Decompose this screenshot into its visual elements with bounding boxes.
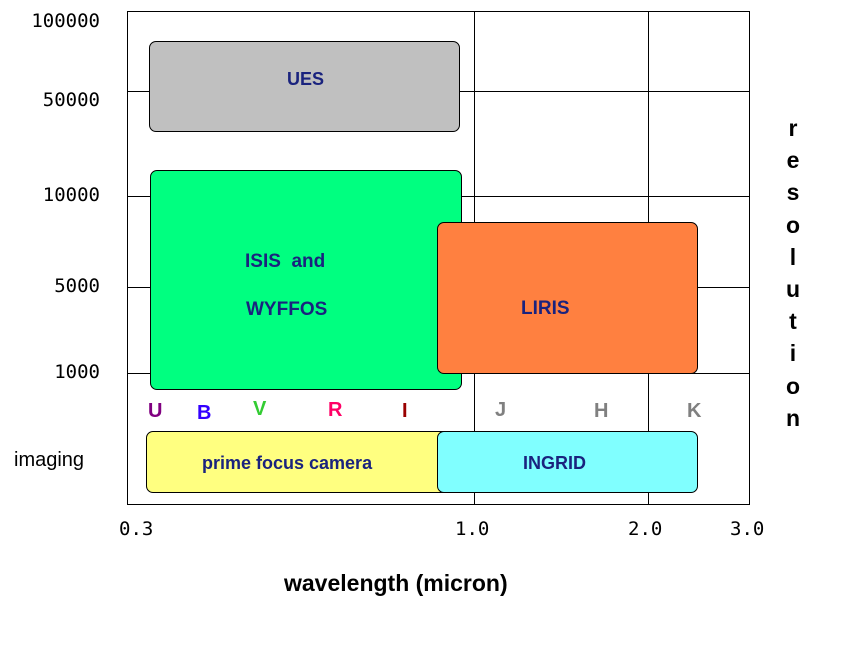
y-axis-title-letter: o: [785, 372, 801, 399]
y-tick-50000: 50000: [42, 89, 100, 111]
x-tick-1-0: 1.0: [455, 518, 490, 540]
band-b: B: [197, 402, 212, 424]
y-tick-100000: 100000: [31, 10, 100, 32]
isis-label: ISIS and: [245, 251, 326, 272]
ingrid-box: [437, 431, 698, 493]
liris-label: LIRIS: [521, 298, 570, 319]
band-v: V: [253, 398, 267, 420]
imaging-label: imaging: [14, 449, 85, 471]
y-tick-10000: 10000: [42, 184, 100, 206]
prime-focus-camera-box: [146, 431, 461, 493]
y-axis-title-letter: t: [789, 308, 797, 335]
plot-area: [127, 11, 750, 505]
band-i: I: [402, 400, 408, 422]
y-axis-title-letter: n: [785, 404, 801, 431]
isis-wyffos-box: [150, 170, 462, 390]
prime-focus-camera-label: prime focus camera: [202, 453, 373, 473]
band-j: J: [495, 399, 507, 421]
x-axis-title: wavelength (micron): [284, 570, 508, 596]
y-axis-title-letter: o: [785, 211, 801, 238]
y-axis-title-letter: i: [789, 340, 797, 367]
ingrid-label: INGRID: [523, 453, 586, 473]
band-h: H: [594, 400, 609, 422]
x-tick-3-0: 3.0: [730, 518, 765, 540]
x-tick-0-3: 0.3: [119, 518, 154, 540]
band-r: R: [328, 399, 343, 421]
band-u: U: [148, 400, 163, 422]
ues-label: UES: [287, 69, 325, 89]
y-axis-title-letter: e: [786, 147, 800, 174]
y-axis-title-letter: u: [785, 276, 801, 303]
y-axis-title-letter: l: [789, 243, 797, 270]
band-k: K: [687, 400, 702, 422]
ues-box: [149, 41, 460, 132]
y-axis-title-letter: s: [786, 179, 800, 206]
y-axis-title-letter: r: [788, 115, 798, 141]
x-tick-2-0: 2.0: [628, 518, 663, 540]
wyffos-label: WYFFOS: [246, 299, 328, 320]
y-tick-5000: 5000: [54, 275, 100, 297]
liris-box: [437, 222, 698, 374]
y-tick-1000: 1000: [54, 361, 100, 383]
